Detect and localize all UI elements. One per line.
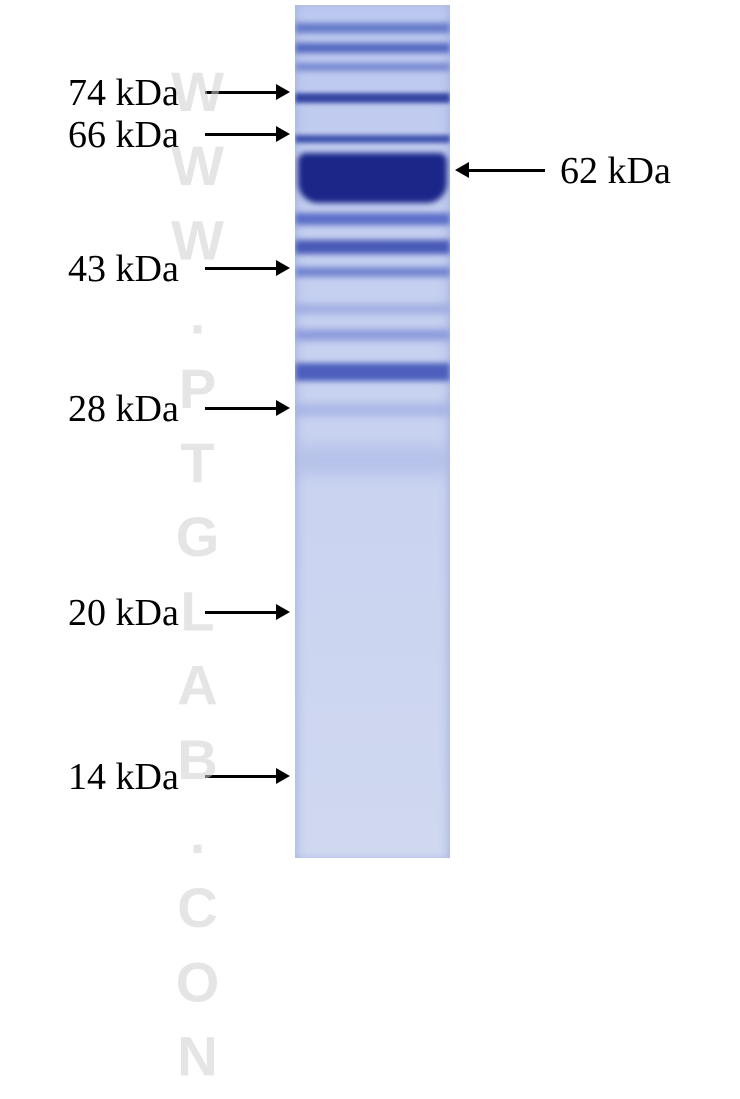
band — [295, 135, 450, 143]
band — [295, 93, 450, 103]
left-marker-label: 74 kDa — [68, 71, 179, 115]
arrow-left-icon — [455, 162, 545, 178]
arrow-right-icon — [205, 768, 290, 784]
band — [295, 23, 450, 33]
band — [295, 267, 450, 277]
left-marker-label: 14 kDa — [68, 755, 179, 799]
band — [295, 405, 450, 415]
band — [295, 445, 450, 475]
left-marker-label: 66 kDa — [68, 113, 179, 157]
arrow-right-icon — [205, 604, 290, 620]
main-band — [298, 153, 447, 203]
band — [295, 213, 450, 225]
band — [295, 363, 450, 381]
left-marker-label: 28 kDa — [68, 387, 179, 431]
gel-lane — [295, 5, 450, 858]
right-marker-label: 62 kDa — [560, 149, 671, 193]
band — [295, 43, 450, 53]
band — [295, 305, 450, 313]
band — [295, 330, 450, 340]
band — [295, 240, 450, 254]
arrow-right-icon — [205, 260, 290, 276]
arrow-right-icon — [205, 400, 290, 416]
arrow-right-icon — [205, 84, 290, 100]
left-marker-label: 20 kDa — [68, 591, 179, 635]
left-marker-label: 43 kDa — [68, 247, 179, 291]
band — [295, 63, 450, 71]
arrow-right-icon — [205, 126, 290, 142]
lane-background — [295, 5, 450, 858]
